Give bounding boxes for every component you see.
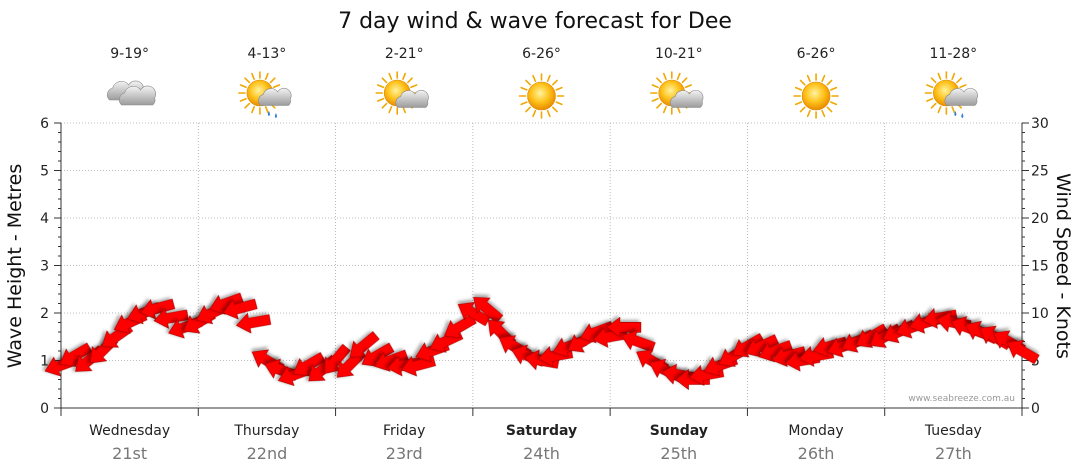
left-tick-label: 1 xyxy=(40,354,49,370)
day-temperature-range: 11-28° xyxy=(930,46,978,62)
wind-arrow xyxy=(1006,339,1040,365)
day-temperature-range: 2-21° xyxy=(385,46,424,62)
sunny-icon xyxy=(518,73,565,119)
day-temperature-range: 4-13° xyxy=(248,46,287,62)
left-tick-label: 3 xyxy=(40,259,49,275)
day-name-label: Wednesday xyxy=(89,423,170,439)
credit-text: www.seabreeze.com.au xyxy=(908,394,1015,404)
daily-weather-header: 9-19° 4-13° 2-21° 6-26° 10-21° 6-26° 11-28° xyxy=(107,46,978,119)
wind-arrow xyxy=(209,292,244,315)
right-axis-title: Wind Speed - Knots xyxy=(1052,173,1074,359)
right-tick-label: 10 xyxy=(1031,306,1049,322)
day-labels: Wednesday 21st Thursday 22nd Friday 23rd Satur… xyxy=(60,408,1023,463)
day-date-label: 24th xyxy=(523,444,560,463)
right-tick-label: 20 xyxy=(1031,211,1049,227)
left-tick-label: 6 xyxy=(40,116,49,132)
wind-arrow xyxy=(324,343,351,374)
wind-arrow xyxy=(745,334,780,358)
day-temperature-range: 6-26° xyxy=(797,46,836,62)
wind-arrow xyxy=(292,352,326,377)
day-date-label: 25th xyxy=(660,444,697,463)
day-name-label: Monday xyxy=(788,423,843,439)
day-name-label: Friday xyxy=(383,423,425,439)
left-tick-label: 2 xyxy=(40,306,49,322)
day-name-label: Sunday xyxy=(650,423,708,439)
left-axis-title: Wave Height - Metres xyxy=(4,164,26,368)
wind-arrow-series xyxy=(44,292,1040,391)
wind-arrow xyxy=(473,297,504,324)
day-temperature-range: 6-26° xyxy=(522,46,561,62)
day-name-label: Thursday xyxy=(233,423,299,439)
cloudy-icon xyxy=(107,80,156,106)
wind-arrow xyxy=(59,342,93,367)
sun-cloud-icon xyxy=(375,71,429,115)
sunny-icon xyxy=(793,73,839,119)
day-name-label: Tuesday xyxy=(924,423,982,439)
day-temperature-range: 10-21° xyxy=(655,46,703,62)
right-tick-label: 0 xyxy=(1031,401,1040,417)
wind-arrow xyxy=(621,330,656,353)
left-tick-label: 5 xyxy=(40,164,49,180)
day-date-label: 27th xyxy=(935,444,972,463)
wind-arrow xyxy=(361,342,395,367)
left-tick-label: 4 xyxy=(40,211,49,227)
day-date-label: 26th xyxy=(798,444,835,463)
sun-cloud-rain-icon xyxy=(238,71,292,118)
sun-cloud-rain-icon xyxy=(924,71,978,118)
day-temperature-range: 9-19° xyxy=(110,46,149,62)
day-date-label: 22nd xyxy=(247,444,288,463)
day-date-label: 23rd xyxy=(386,444,423,463)
right-tick-label: 25 xyxy=(1031,164,1049,180)
wind-arrow xyxy=(140,298,176,320)
day-date-label: 21st xyxy=(112,444,147,463)
left-tick-label: 0 xyxy=(40,401,49,417)
wind-arrow xyxy=(153,307,189,329)
wind-arrow xyxy=(758,340,793,363)
right-tick-label: 30 xyxy=(1031,116,1049,132)
wind-arrow xyxy=(235,312,272,334)
day-name-label: Saturday xyxy=(506,423,577,439)
wind-arrow xyxy=(222,298,258,320)
right-tick-label: 15 xyxy=(1031,259,1049,275)
chart-title: 7 day wind & wave forecast for Dee xyxy=(338,9,732,34)
sun-cloud-icon xyxy=(649,71,704,115)
wind-arrow xyxy=(349,331,380,358)
